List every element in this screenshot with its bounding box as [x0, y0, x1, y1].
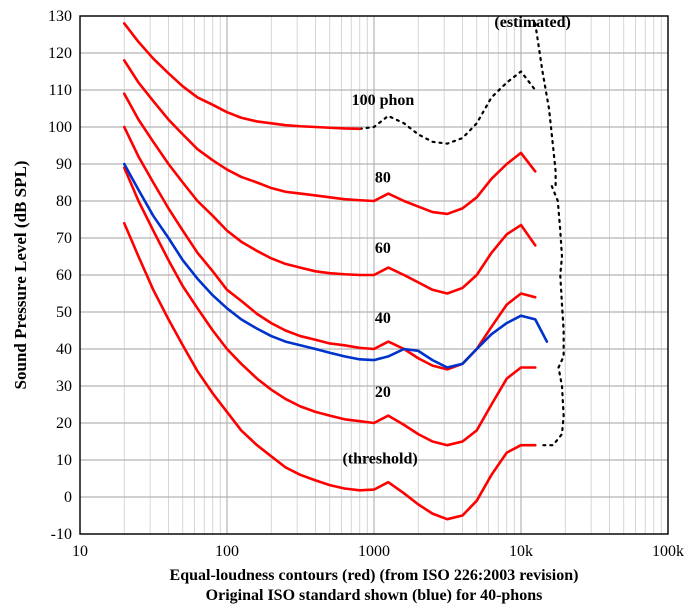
x-tick-label: 1000 [358, 543, 390, 560]
y-tick-label: 80 [56, 193, 72, 210]
x-tick-label: 100k [652, 543, 684, 560]
y-tick-label: 20 [56, 415, 72, 432]
y-tick-label: -10 [51, 526, 72, 543]
y-tick-label: 100 [48, 119, 72, 136]
y-tick-label: 110 [49, 82, 72, 99]
chart-bg [0, 0, 689, 615]
y-tick-label: 120 [48, 45, 72, 62]
y-tick-label: 50 [56, 304, 72, 321]
y-tick-label: 90 [56, 156, 72, 173]
equal-loudness-chart: 10 100 1000 10k 100k -10 0 10 20 30 40 50 60 70 80 90 10… [0, 0, 689, 615]
y-tick-label: 60 [56, 267, 72, 284]
caption-line-2: Original ISO standard shown (blue) for 4… [206, 587, 543, 604]
annotation-phon40: 40 [375, 310, 391, 327]
x-tick-label: 10k [509, 543, 533, 560]
y-tick-label: 10 [56, 452, 72, 469]
annotation-threshold: (threshold) [342, 451, 417, 468]
y-tick-label: 0 [64, 489, 72, 506]
y-tick-label: 40 [56, 341, 72, 358]
x-tick-label: 100 [215, 543, 239, 560]
annotation-estimated: (estimated) [494, 14, 570, 31]
y-tick-label: 30 [56, 378, 72, 395]
annotation-phon20: 20 [375, 384, 391, 401]
y-tick-label: 70 [56, 230, 72, 247]
x-tick-label: 10 [72, 543, 88, 560]
y-axis-label: Sound Pressure Level (dB SPL) [11, 161, 30, 390]
annotation-phon60: 60 [375, 240, 391, 257]
y-tick-label: 130 [48, 8, 72, 25]
annotation-phon80: 80 [375, 170, 391, 187]
caption-line-1: Equal-loudness contours (red) (from ISO … [170, 567, 579, 584]
annotation-phon100: 100 phon [352, 92, 415, 109]
